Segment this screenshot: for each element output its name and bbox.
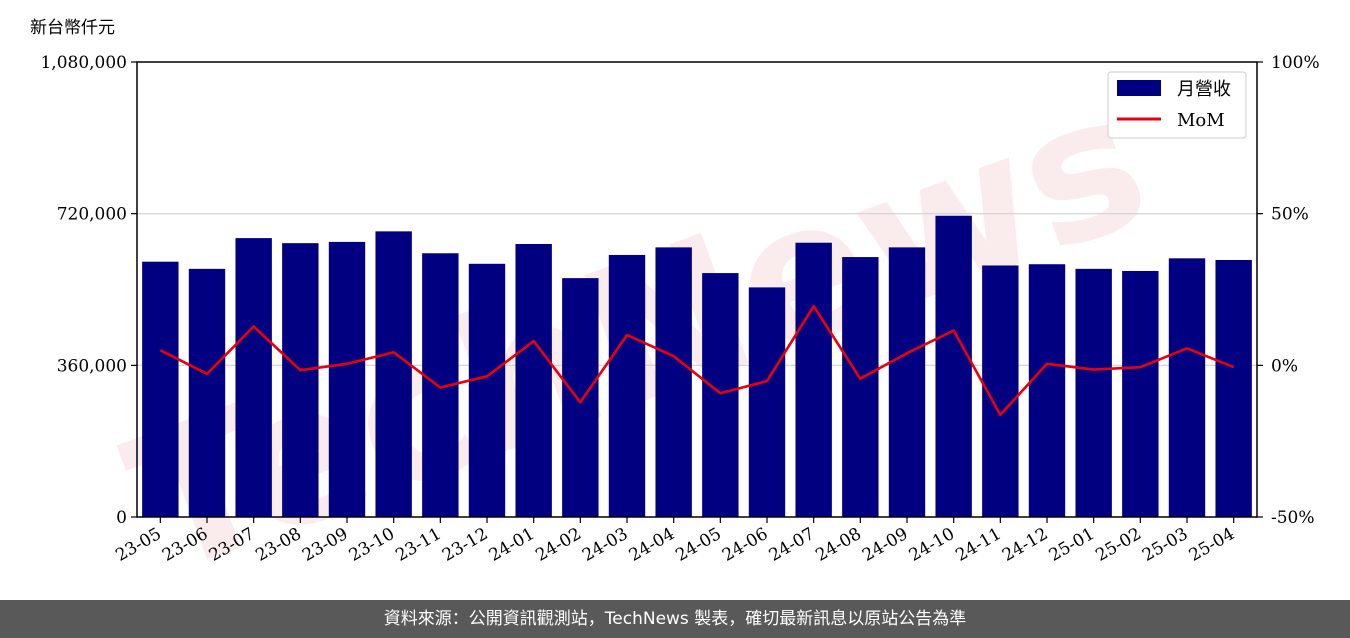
bar-25-04: [1215, 260, 1252, 517]
x-tick-label: 24-09: [859, 524, 911, 566]
legend: 月營收 MoM: [1107, 71, 1247, 139]
chart-svg: TechNews 新台幣仟元 0360,000720,0001,080,000-…: [30, 18, 1320, 600]
bar-series: [142, 215, 1252, 518]
x-tick-label: 24-08: [812, 524, 864, 566]
x-tick-label: 24-03: [579, 524, 631, 566]
legend-label-revenue: 月營收: [1177, 79, 1231, 100]
y-tick-label: 1,080,000: [40, 53, 127, 73]
x-tick-label: 25-03: [1139, 524, 1191, 566]
y2-tick-label: 50%: [1271, 205, 1309, 225]
bar-25-01: [1075, 268, 1112, 517]
x-tick-label: 25-02: [1092, 524, 1144, 566]
y2-tick-label: -50%: [1271, 508, 1315, 528]
x-tick-label: 24-11: [952, 524, 1004, 566]
bar-25-03: [1168, 258, 1206, 517]
x-tick-label: 24-12: [999, 524, 1051, 566]
bar-23-08: [282, 243, 319, 517]
bar-24-10: [935, 215, 972, 518]
x-tick-label: 24-04: [626, 524, 678, 566]
bar-24-05: [702, 273, 739, 517]
bar-24-12: [1028, 264, 1066, 517]
y-tick-label: 360,000: [57, 356, 127, 376]
bar-24-03: [608, 254, 646, 517]
bar-24-04: [655, 247, 692, 518]
bar-23-12: [468, 263, 506, 517]
x-tick-label: 25-04: [1186, 524, 1238, 566]
bar-23-06: [188, 268, 226, 517]
x-tick-label: 24-07: [766, 524, 818, 566]
y2-tick-label: 100%: [1271, 53, 1320, 73]
y2-tick-label: 0%: [1271, 356, 1298, 376]
x-tick-label: 24-01: [486, 524, 538, 566]
grid-lines: [137, 213, 1257, 366]
x-tick-label: 25-01: [1046, 524, 1098, 566]
bar-24-09: [888, 247, 926, 518]
bar-24-08: [842, 257, 879, 517]
bar-23-09: [328, 241, 366, 517]
legend-label-mom: MoM: [1177, 110, 1225, 131]
x-tick-label: 24-02: [532, 524, 584, 566]
footer-source-note: 資料來源：公開資訊觀測站，TechNews 製表，確切最新訊息以原站公告為準: [0, 600, 1350, 638]
plot-frame: [136, 61, 1258, 518]
x-tick-label: 24-05: [672, 524, 724, 566]
x-tick-label: 24-10: [906, 524, 958, 566]
unit-label: 新台幣仟元: [30, 18, 115, 38]
bar-23-10: [375, 231, 412, 517]
bar-25-02: [1122, 270, 1159, 517]
mom-line: [159, 304, 1235, 417]
bar-23-07: [235, 238, 272, 517]
bar-24-06: [748, 287, 786, 517]
bar-24-02: [562, 278, 599, 517]
bar-23-05: [142, 261, 179, 517]
legend-swatch-revenue: [1117, 80, 1161, 96]
x-tick-label: 24-06: [719, 524, 771, 566]
bar-24-01: [515, 244, 552, 517]
x-tick-label: 23-12: [439, 524, 491, 566]
footer-text: 資料來源：公開資訊觀測站，TechNews 製表，確切最新訊息以原站公告為準: [383, 609, 967, 629]
y-tick-label: 720,000: [57, 205, 127, 225]
mom-series: [159, 304, 1235, 417]
bar-24-07: [795, 242, 832, 517]
y-tick-label: 0: [116, 508, 127, 528]
